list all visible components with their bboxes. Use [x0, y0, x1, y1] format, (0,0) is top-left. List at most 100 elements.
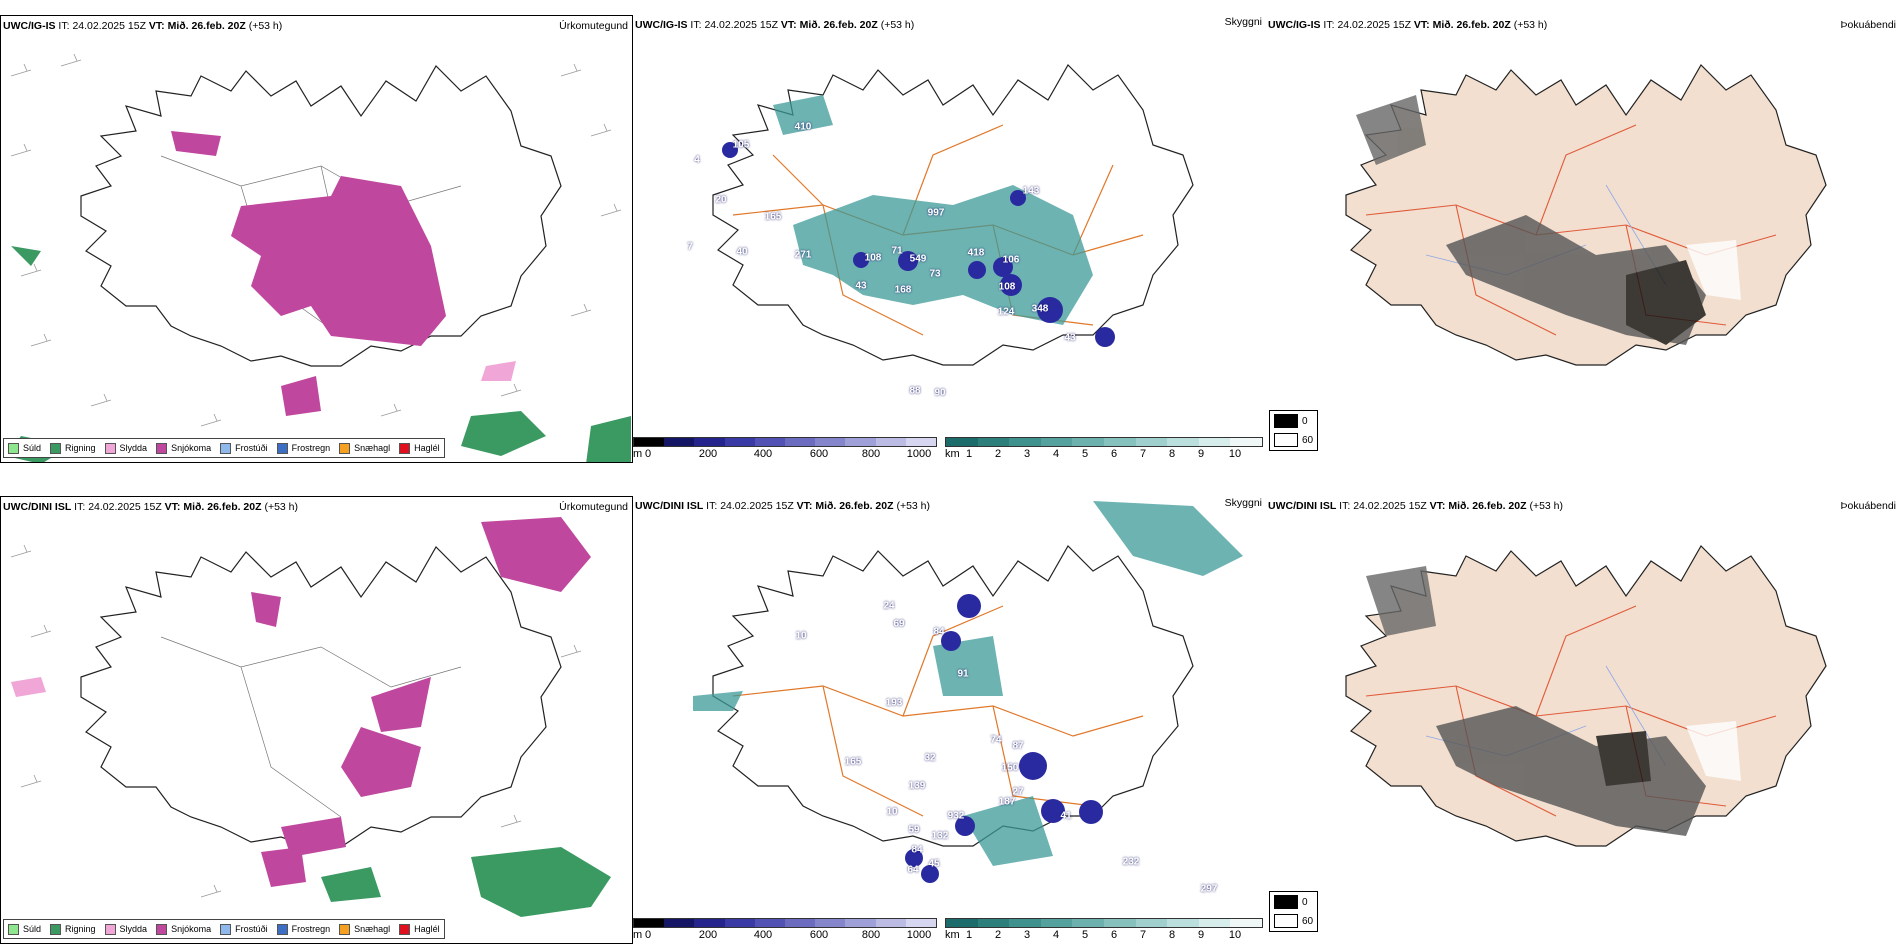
- legend-hail: Haglél: [399, 923, 440, 935]
- value-label: 348: [1031, 303, 1049, 315]
- precip-type-panel-bottom: UWC/DINI ISL IT: 24.02.2025 15Z VT: Mið.…: [0, 496, 633, 944]
- indigo-cloud-patches: [722, 142, 1115, 347]
- key-label: 60: [1302, 434, 1314, 446]
- visibility-colorbar: km 1 2 3 4 5 6 7 8 9 10: [945, 437, 1263, 461]
- value-label: 90: [934, 387, 946, 399]
- precip-type-panel-top: UWC/IG-IS IT: 24.02.2025 15Z VT: Mið. 26…: [0, 15, 633, 463]
- value-label: 232: [1122, 856, 1140, 868]
- value-label: 549: [909, 253, 927, 265]
- value-label: 271: [794, 249, 812, 261]
- tick-label: 600: [809, 929, 829, 941]
- value-label: 4: [694, 154, 700, 166]
- panel-header: UWC/IG-IS IT: 24.02.2025 15Z VT: Mið. 26…: [3, 20, 283, 32]
- sleet-areas: [11, 677, 46, 697]
- value-label: 45: [928, 858, 940, 870]
- panel-product-label: Þokuábendi: [1840, 19, 1896, 31]
- tick-label: 9: [1197, 929, 1205, 941]
- tick-label: 10: [1228, 448, 1242, 460]
- legend-freezing-rain: Frostregn: [276, 442, 330, 454]
- legend-sleet: Slydda: [104, 442, 147, 454]
- legend-freezing-drizzle: Frostúði: [220, 923, 268, 935]
- ceiling-colorbar: m 0 200 400 600 800 1000: [633, 918, 937, 942]
- scale-unit: km: [945, 448, 960, 460]
- value-label: 32: [924, 752, 936, 764]
- value-label: 143: [1022, 185, 1040, 197]
- tick-label: 0: [644, 448, 652, 460]
- fog-index-key: 0 60: [1269, 891, 1319, 932]
- precip-type-legend: Súld Rigning Slydda Snjókoma Frostúði Fr…: [3, 438, 445, 458]
- fog-index-key: 0 60: [1269, 410, 1319, 451]
- value-label: 108: [998, 281, 1016, 293]
- value-label: 124: [997, 306, 1015, 318]
- tick-label: 4: [1052, 929, 1060, 941]
- panel-header: UWC/IG-IS IT: 24.02.2025 15Z VT: Mið. 26…: [1268, 19, 1548, 31]
- tick-label: 800: [861, 448, 881, 460]
- fog-shading: [1356, 95, 1741, 345]
- value-label: 43: [855, 280, 867, 292]
- tick-label: 5: [1081, 448, 1089, 460]
- tick-label: 1000: [906, 448, 932, 460]
- value-label: 10: [886, 806, 898, 818]
- legend-snow: Snjókoma: [156, 923, 211, 935]
- visibility-map: [712, 64, 1194, 366]
- value-label: 84: [933, 626, 945, 638]
- value-label: 165: [844, 756, 862, 768]
- panel-product-label: Skyggni: [1224, 497, 1262, 509]
- tick-label: 400: [753, 929, 773, 941]
- scale-unit: km: [945, 929, 960, 941]
- value-label: 20: [715, 194, 727, 206]
- tick-label: 9: [1197, 448, 1205, 460]
- value-label: 43: [1064, 332, 1076, 344]
- value-label: 106: [1002, 254, 1020, 266]
- ceiling-colorbar: m 0 200 400 600 800 1000: [633, 437, 937, 461]
- value-label: 108: [864, 252, 882, 264]
- legend-snow-grains: Snæhagl: [339, 923, 390, 935]
- precip-type-map: [10, 517, 611, 917]
- snow-areas: [251, 517, 591, 887]
- panel-product-label: Úrkomutegund: [559, 20, 628, 32]
- visibility-panel-top: UWC/IG-IS IT: 24.02.2025 15Z VT: Mið. 26…: [633, 15, 1266, 463]
- legend-freezing-rain: Frostregn: [276, 923, 330, 935]
- visibility-map: [693, 501, 1243, 883]
- panel-product-label: Skyggni: [1224, 16, 1262, 28]
- panel-product-label: Úrkomutegund: [559, 501, 628, 513]
- value-label: 87: [1012, 740, 1024, 752]
- visibility-colorbar: km 1 2 3 4 5 6 7 8 9 10: [945, 918, 1263, 942]
- tick-label: 4: [1052, 448, 1060, 460]
- tick-label: 2: [994, 929, 1002, 941]
- tick-label: 10: [1228, 929, 1242, 941]
- tick-label: 0: [644, 929, 652, 941]
- tick-label: 6: [1110, 448, 1118, 460]
- teal-cloud-area: [693, 501, 1243, 866]
- panel-product-label: Þokuábendi: [1840, 500, 1896, 512]
- value-label: 187: [998, 796, 1016, 808]
- tick-label: 3: [1023, 448, 1031, 460]
- panel-header: UWC/DINI ISL IT: 24.02.2025 15Z VT: Mið.…: [635, 500, 931, 512]
- tick-label: 8: [1168, 929, 1176, 941]
- tick-label: 3: [1023, 929, 1031, 941]
- value-label: 150: [1001, 762, 1019, 774]
- value-label: 418: [967, 247, 985, 259]
- value-label: 24: [883, 600, 895, 612]
- value-label: 168: [894, 284, 912, 296]
- value-label: 410: [794, 121, 812, 133]
- panel-header: UWC/DINI ISL IT: 24.02.2025 15Z VT: Mið.…: [3, 501, 299, 513]
- tick-label: 8: [1168, 448, 1176, 460]
- value-label: 84: [911, 844, 923, 856]
- sleet-areas: [481, 361, 516, 381]
- legend-hail: Haglél: [399, 442, 440, 454]
- fog-index-panel-top: UWC/IG-IS IT: 24.02.2025 15Z VT: Mið. 26…: [1266, 15, 1900, 463]
- wind-barbs: [10, 53, 622, 427]
- value-label: 69: [893, 618, 905, 630]
- value-label: 139: [908, 780, 926, 792]
- legend-drizzle: Súld: [8, 923, 41, 935]
- scale-unit: m: [633, 448, 643, 460]
- wind-barbs: [10, 544, 582, 898]
- precip-type-legend: Súld Rigning Slydda Snjókoma Frostúði Fr…: [3, 919, 445, 939]
- tick-label: 400: [753, 448, 773, 460]
- value-label: 165: [764, 211, 782, 223]
- tick-label: 1000: [906, 929, 932, 941]
- snow-areas: [171, 131, 446, 416]
- tick-label: 200: [698, 448, 718, 460]
- legend-freezing-drizzle: Frostúði: [220, 442, 268, 454]
